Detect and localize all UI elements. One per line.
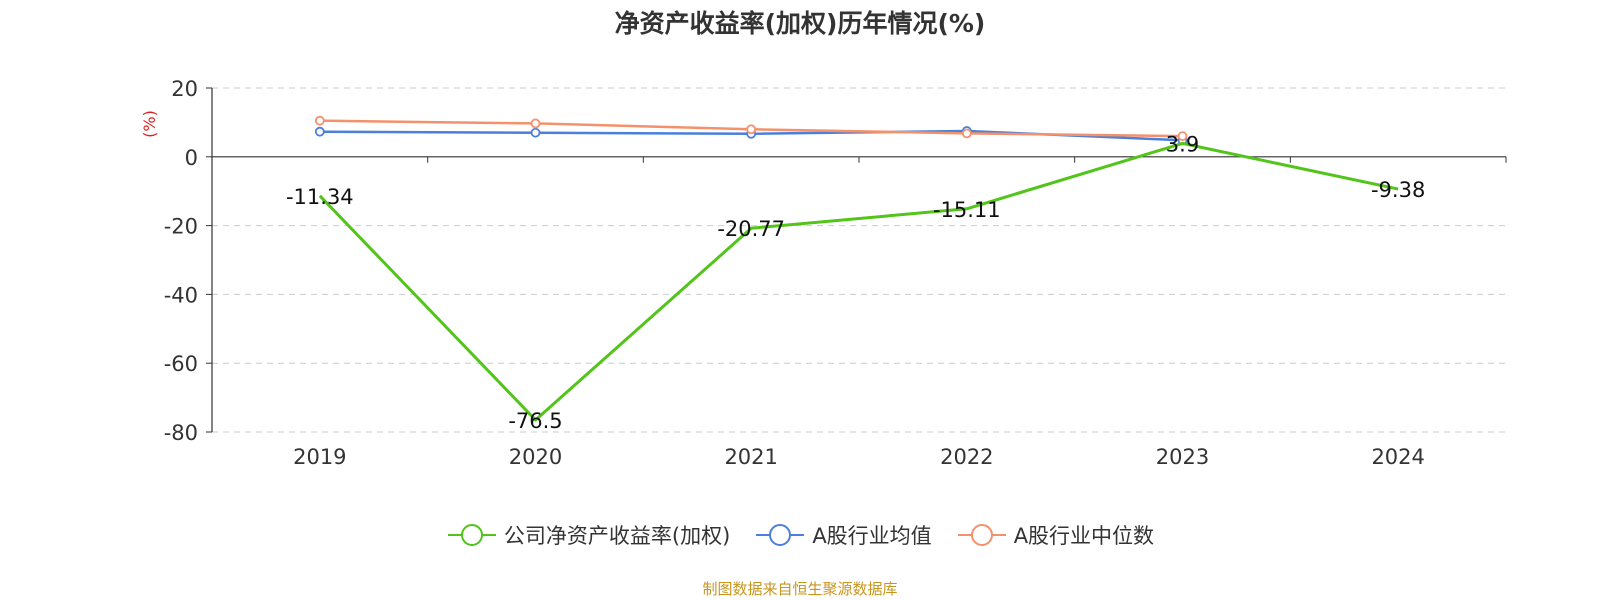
data-label: -76.5 — [508, 409, 562, 433]
legend-item-2[interactable]: A股行业中位数 — [956, 520, 1154, 550]
series-point-2 — [1177, 131, 1188, 142]
data-label: -11.34 — [286, 185, 354, 209]
series-point-2 — [314, 115, 325, 126]
legend-marker-icon — [447, 524, 496, 546]
series-lines — [314, 115, 1399, 422]
x-tick-label: 2021 — [724, 445, 777, 469]
series-point-2 — [961, 128, 972, 139]
y-tick-label: -20 — [164, 215, 198, 239]
data-label: 3.9 — [1166, 132, 1199, 156]
axes — [211, 88, 1507, 432]
series-point-1 — [530, 127, 541, 138]
legend-label: A股行业均值 — [812, 524, 932, 548]
series-point-2 — [530, 118, 541, 129]
y-tick-label: 0 — [185, 146, 198, 170]
legend-label: A股行业中位数 — [1013, 524, 1155, 548]
line-chart: 20 0 -20 -40 -60 -80 2019 2020 2021 2022 2023 2024… — [140, 77, 1507, 469]
series-point-2 — [746, 124, 757, 135]
grid-lines — [212, 87, 1506, 433]
legend-marker-icon — [756, 524, 805, 546]
x-tick-label: 2023 — [1156, 445, 1209, 469]
y-axis-ticks: 20 0 -20 -40 -60 -80 — [164, 77, 212, 445]
series-line-0 — [318, 141, 1399, 422]
y-tick-label: -60 — [164, 352, 198, 376]
y-axis-label: (%) — [140, 110, 159, 138]
y-tick-label: -40 — [164, 283, 198, 307]
y-tick-label: -80 — [164, 421, 198, 445]
data-label: -15.11 — [933, 198, 1001, 222]
legend-label: 公司净资产收益率(加权) — [503, 524, 731, 548]
data-label: -9.38 — [1371, 178, 1425, 202]
y-tick-label: 20 — [171, 77, 198, 101]
legend-marker-icon — [957, 524, 1006, 546]
x-tick-label: 2024 — [1371, 445, 1424, 469]
x-axis-ticks: 2019 2020 2021 2022 2023 2024 — [293, 445, 1425, 469]
legend-item-0[interactable]: 公司净资产收益率(加权) — [446, 520, 730, 550]
data-label: -20.77 — [717, 217, 785, 241]
legend-item-1[interactable]: A股行业均值 — [754, 520, 932, 550]
x-tick-label: 2020 — [509, 445, 562, 469]
chart-title: 净资产收益率(加权)历年情况(%) — [614, 9, 986, 38]
source-note: 制图数据来自恒生聚源数据库 — [702, 580, 898, 598]
legend: 公司净资产收益率(加权) A股行业均值 A股行业中位数 — [0, 520, 1600, 550]
x-tick-label: 2019 — [293, 445, 346, 469]
series-point-1 — [314, 126, 325, 137]
data-labels: -11.34 -76.5 -20.77 -15.11 3.9 -9.38 — [286, 132, 1425, 433]
x-tick-label: 2022 — [940, 445, 993, 469]
